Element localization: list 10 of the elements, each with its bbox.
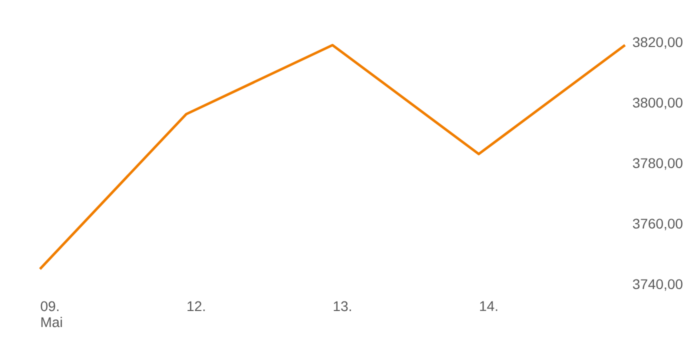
y-tick-label: 3780,00 (632, 158, 682, 170)
y-tick-label: 3820,00 (632, 37, 682, 49)
x-tick-label: 09. Mai (40, 301, 62, 328)
y-tick-label: 3760,00 (632, 218, 682, 230)
y-tick-label: 3740,00 (632, 279, 682, 291)
x-tick-label: 12. (188, 301, 205, 312)
x-tick-label: 14. (480, 301, 498, 311)
line-series (38, 44, 626, 270)
x-tick-label: 13. (334, 301, 351, 312)
y-tick-label: 3800,00 (632, 98, 682, 110)
